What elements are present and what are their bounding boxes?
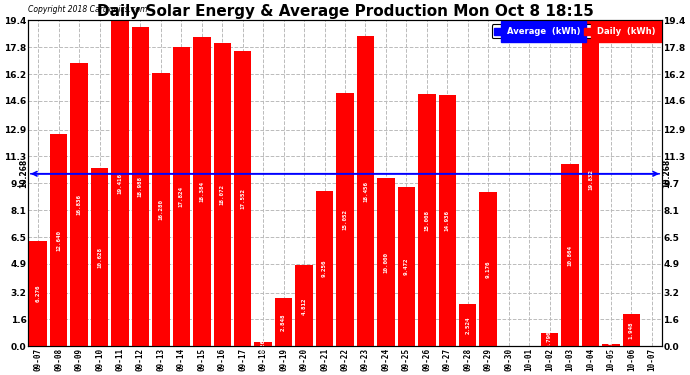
Bar [193,38,210,346]
Text: 16.836: 16.836 [77,194,81,215]
Bar [418,94,435,346]
Legend: Average  (kWh), Daily  (kWh): Average (kWh), Daily (kWh) [492,24,658,39]
Text: 0.264: 0.264 [261,335,266,353]
Bar [152,73,170,346]
Bar [541,333,558,346]
Text: 10.000: 10.000 [384,252,388,273]
Text: 10.268: 10.268 [662,159,671,188]
Text: 15.052: 15.052 [342,209,348,230]
Text: 10.864: 10.864 [567,244,573,266]
Text: 1.948: 1.948 [629,321,634,339]
Bar [316,191,333,346]
Text: Copyright 2018 Cartronics.com: Copyright 2018 Cartronics.com [28,5,147,14]
Bar [582,13,599,346]
Title: Daily Solar Energy & Average Production Mon Oct 8 18:15: Daily Solar Energy & Average Production … [97,4,593,19]
Text: 9.472: 9.472 [404,258,409,276]
Text: 15.008: 15.008 [424,210,429,231]
Bar [91,168,108,346]
Bar [172,47,190,346]
Bar [622,314,640,346]
Text: 2.848: 2.848 [281,314,286,331]
Text: 19.416: 19.416 [117,173,123,194]
Text: 16.280: 16.280 [159,199,164,220]
Text: 18.072: 18.072 [219,184,225,205]
Bar [377,178,395,346]
Bar [275,298,293,346]
Bar [234,51,251,346]
Bar [132,27,149,347]
Bar [295,266,313,346]
Text: 17.552: 17.552 [240,188,245,209]
Text: 18.988: 18.988 [138,176,143,197]
Text: 9.256: 9.256 [322,260,327,277]
Text: 18.456: 18.456 [363,181,368,202]
Bar [214,43,231,346]
Text: 14.936: 14.936 [445,210,450,231]
Text: 17.824: 17.824 [179,186,184,207]
Bar [70,63,88,346]
Text: 10.628: 10.628 [97,246,102,267]
Text: 0.160: 0.160 [609,336,613,354]
Text: 2.524: 2.524 [465,316,471,334]
Bar [562,164,579,346]
Bar [111,20,128,346]
Text: 12.640: 12.640 [56,230,61,251]
Bar [255,342,272,346]
Bar [602,344,620,346]
Bar [336,93,354,346]
Bar [50,134,68,346]
Text: 6.276: 6.276 [36,285,41,302]
Text: 4.812: 4.812 [302,297,306,315]
Bar [480,192,497,346]
Bar [397,187,415,346]
Text: 9.176: 9.176 [486,261,491,278]
Bar [439,95,456,346]
Bar [357,36,374,346]
Bar [30,241,47,346]
Text: 0.796: 0.796 [547,331,552,348]
Text: 18.384: 18.384 [199,182,204,203]
Bar [459,304,476,346]
Text: 19.832: 19.832 [588,169,593,190]
Text: 10.268: 10.268 [19,159,28,188]
